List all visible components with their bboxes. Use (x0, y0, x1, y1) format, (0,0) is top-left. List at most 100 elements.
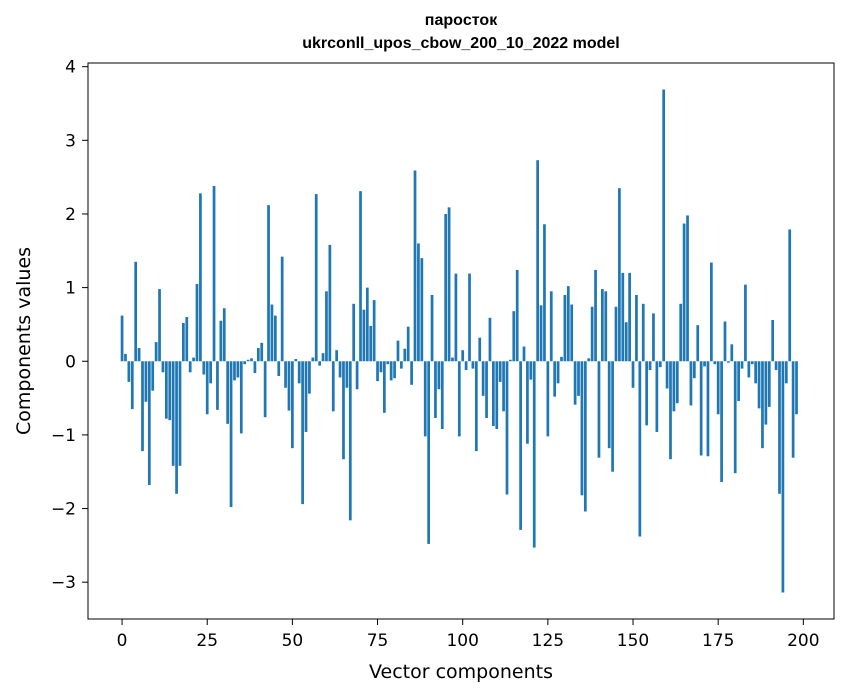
bar (604, 291, 608, 362)
y-tick-label: 2 (65, 205, 76, 225)
bar (737, 361, 740, 402)
bar (430, 294, 434, 362)
bar (236, 361, 240, 378)
bar (686, 215, 689, 362)
bar (141, 361, 144, 452)
bar (515, 269, 519, 362)
x-ticks: 0 25 50 75 100 125 150 175 200 (117, 619, 820, 651)
bar (495, 361, 499, 430)
bar (730, 344, 734, 362)
bar (573, 361, 577, 405)
bar (219, 320, 223, 362)
bar (522, 346, 526, 362)
bar (175, 361, 178, 494)
y-ticks: −3 −2 −1 0 1 2 3 4 (51, 58, 88, 593)
bar (212, 185, 216, 362)
bar (168, 361, 172, 421)
bar (601, 289, 604, 362)
x-tick-label: 125 (532, 631, 564, 651)
bar (239, 361, 243, 434)
bar (359, 191, 362, 362)
bar (311, 357, 315, 362)
bar (488, 317, 492, 362)
bar (202, 361, 206, 375)
bar (491, 361, 495, 427)
bar (784, 361, 788, 384)
bar (795, 361, 798, 415)
bar (471, 361, 475, 369)
bar (434, 361, 437, 418)
bar (134, 261, 138, 362)
bar (372, 300, 376, 362)
bar (778, 361, 781, 494)
bar (481, 361, 485, 396)
bar (263, 361, 267, 418)
bar (130, 361, 134, 410)
bar (321, 353, 325, 362)
x-tick-label: 200 (787, 631, 819, 651)
bar (611, 361, 614, 472)
bar (345, 361, 349, 388)
bar (294, 359, 298, 362)
bar (689, 361, 693, 406)
bar (277, 361, 281, 376)
bar (624, 322, 628, 362)
x-tick-label: 50 (282, 631, 304, 651)
bar (273, 315, 277, 362)
bar (420, 258, 424, 362)
bar (308, 361, 311, 394)
bar (587, 358, 591, 362)
bar (338, 361, 342, 378)
bar (291, 361, 294, 449)
bar (710, 262, 713, 362)
bar (120, 315, 124, 362)
bar (216, 361, 219, 410)
bar (662, 89, 666, 362)
bar (195, 283, 199, 362)
bar (379, 361, 383, 373)
bar (222, 308, 226, 362)
bar (124, 353, 127, 362)
bar (297, 361, 301, 384)
bar (396, 340, 400, 362)
bar (716, 361, 720, 415)
bar (328, 244, 332, 362)
y-tick-label: −2 (51, 500, 76, 520)
bar (369, 325, 373, 362)
bar (185, 317, 189, 362)
bar (658, 361, 662, 368)
y-tick-label: 3 (65, 131, 76, 151)
bar (655, 361, 659, 432)
x-tick-label: 0 (117, 631, 128, 651)
bar (566, 286, 570, 362)
bar (440, 361, 444, 430)
bar (362, 309, 366, 362)
bar (209, 361, 212, 384)
y-axis-label: Components values (13, 247, 35, 435)
bar (675, 361, 679, 404)
bar (314, 194, 318, 362)
bar (583, 361, 587, 512)
bar (406, 326, 410, 362)
bar (325, 291, 328, 362)
bar (229, 361, 233, 508)
bar (147, 361, 151, 485)
bar (757, 361, 761, 409)
bar (478, 337, 482, 362)
bar (382, 361, 386, 413)
bar (781, 361, 785, 593)
bar (788, 229, 792, 362)
x-tick-label: 75 (367, 631, 389, 651)
bar (720, 361, 723, 483)
bar (532, 361, 536, 548)
bar (270, 304, 274, 362)
bar (740, 361, 744, 369)
bar (774, 361, 778, 371)
bar (253, 361, 257, 374)
chart-title-line-2: ukrconll_upos_cbow_200_10_2022 model (302, 35, 620, 52)
bar (474, 361, 478, 452)
bar (713, 361, 717, 365)
bar (437, 361, 441, 390)
bar (635, 294, 638, 362)
